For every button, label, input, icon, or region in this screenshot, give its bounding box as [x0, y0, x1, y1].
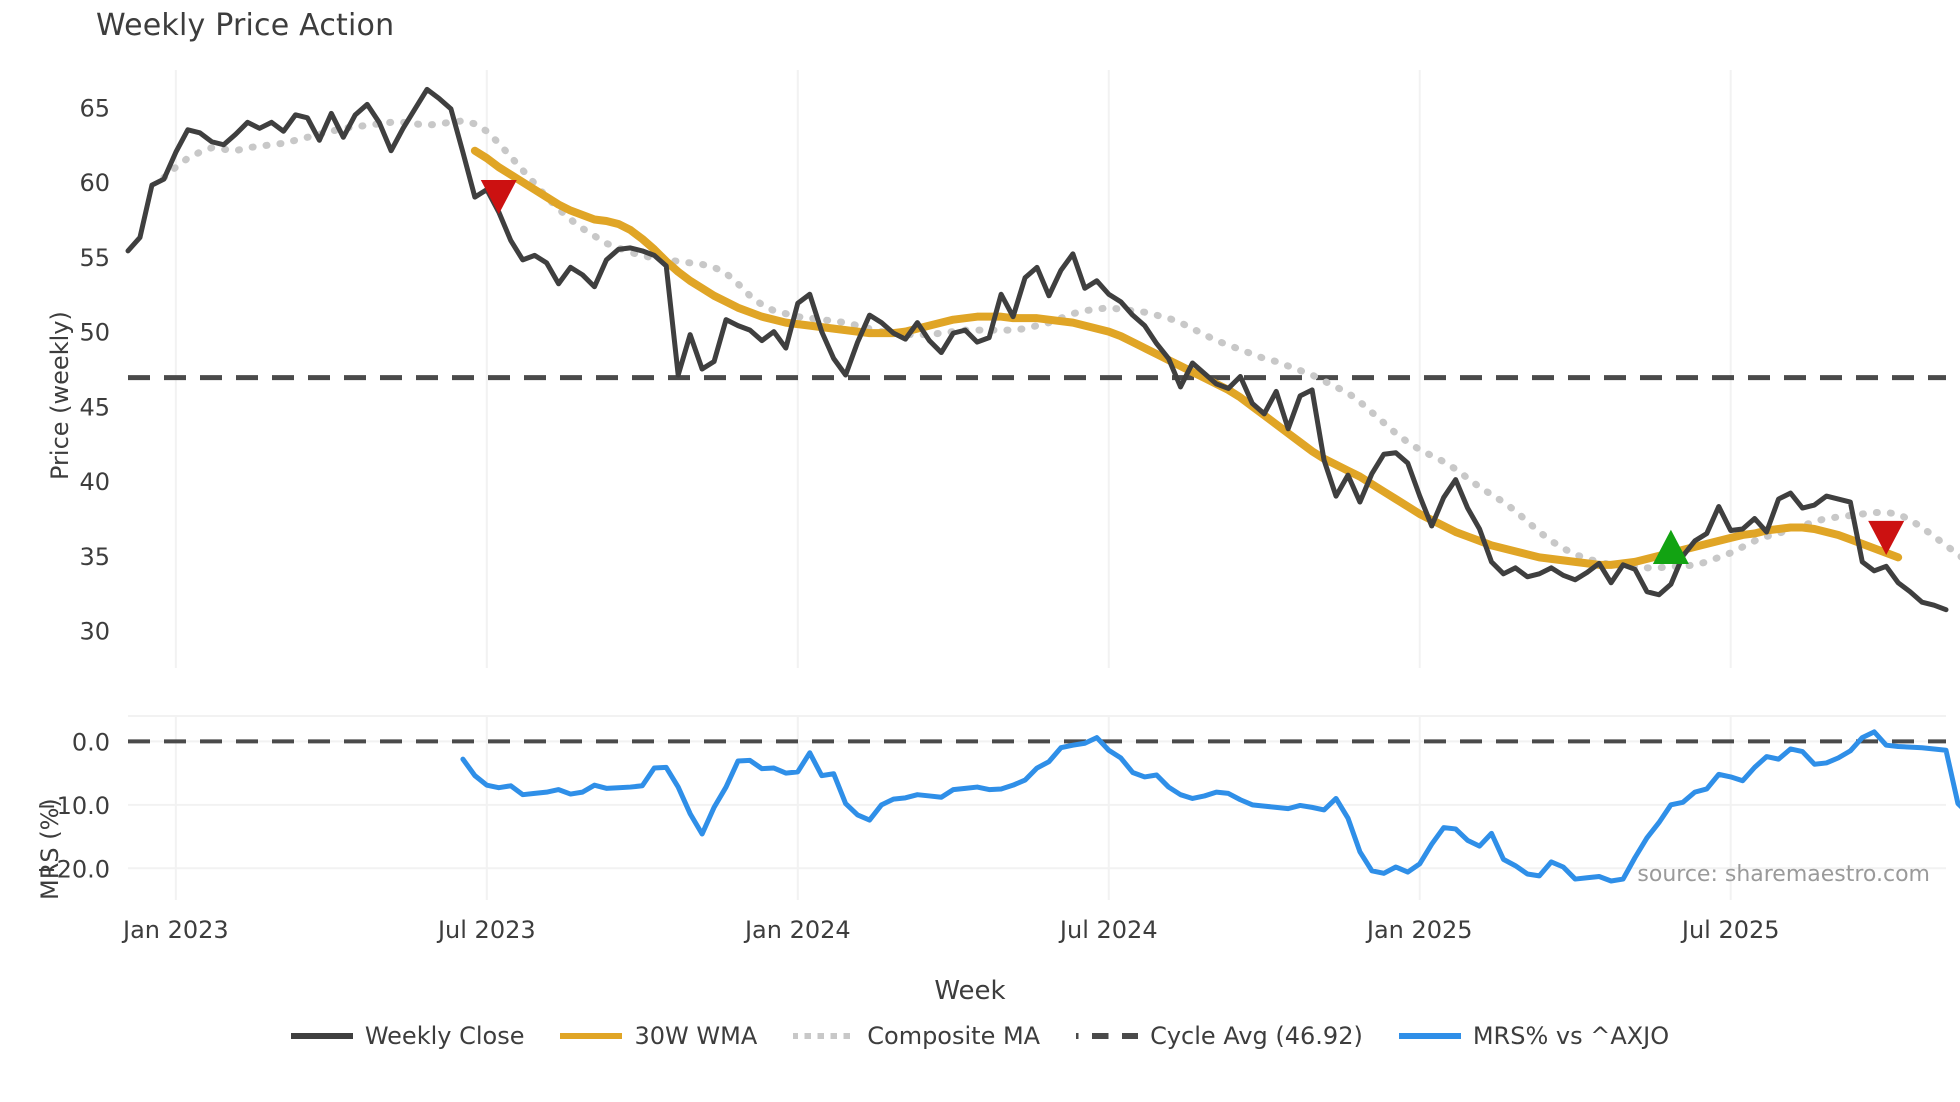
- sell-signal-marker: [480, 179, 517, 215]
- legend-item[interactable]: Weekly Close: [290, 1022, 525, 1050]
- price-y-tick: 55: [79, 244, 110, 272]
- x-axis-tick: Jul 2025: [1680, 916, 1780, 944]
- legend-swatch-solid: [560, 1033, 623, 1039]
- legend-swatch-dashed: [1076, 1033, 1139, 1039]
- page-title: Weekly Price Action: [96, 8, 395, 43]
- price-y-tick: 60: [79, 169, 110, 197]
- legend-item[interactable]: Composite MA: [793, 1022, 1040, 1050]
- legend-item[interactable]: MRS% vs ^AXJO: [1398, 1022, 1670, 1050]
- price-y-tick: 45: [79, 393, 110, 421]
- x-axis-tick: Jan 2023: [121, 916, 229, 944]
- weekly-close-line: [125, 86, 1949, 613]
- mrs-line: [460, 729, 1960, 884]
- x-axis-tick: Jan 2024: [743, 916, 851, 944]
- price-y-tick: 30: [79, 618, 110, 646]
- legend-label: MRS% vs ^AXJO: [1472, 1022, 1670, 1050]
- mrs-y-tick: 0.0: [72, 728, 110, 756]
- composite-ma-line: [160, 117, 1960, 572]
- price-y-tick: 65: [79, 94, 110, 122]
- legend-swatch-dotted: [793, 1033, 856, 1039]
- legend-label: Weekly Close: [364, 1022, 525, 1050]
- sell-signal-marker: [1868, 520, 1905, 556]
- week-axis-label-text: Week: [934, 976, 1006, 1006]
- x-axis-tick: Jul 2023: [436, 916, 536, 944]
- price-y-tick: 40: [79, 468, 110, 496]
- source-credit: source: sharemaestro.com: [1637, 862, 1930, 887]
- mrs-y-tick: −20.0: [36, 855, 110, 883]
- price-y-tick: 50: [79, 319, 110, 347]
- chart-legend: Weekly Close 30W WMA Composite MA Cycle Avg…: [0, 1022, 1960, 1050]
- legend-swatch-solid: [290, 1033, 353, 1039]
- week-axis-label: Week: [0, 976, 1960, 1006]
- legend-label: Cycle Avg (46.92): [1150, 1022, 1363, 1050]
- legend-item[interactable]: 30W WMA: [560, 1022, 757, 1050]
- legend-item[interactable]: Cycle Avg (46.92): [1076, 1022, 1363, 1050]
- legend-label: 30W WMA: [634, 1022, 758, 1050]
- mrs-y-tick: −10.0: [36, 792, 110, 820]
- wma-line: [470, 146, 1903, 569]
- buy-signal-marker: [1652, 529, 1689, 565]
- price-y-tick: 35: [79, 543, 110, 571]
- x-axis-tick: Jul 2024: [1058, 916, 1158, 944]
- legend-swatch-solid: [1398, 1033, 1461, 1039]
- legend-label: Composite MA: [867, 1022, 1041, 1050]
- x-axis-tick: Jan 2025: [1365, 916, 1473, 944]
